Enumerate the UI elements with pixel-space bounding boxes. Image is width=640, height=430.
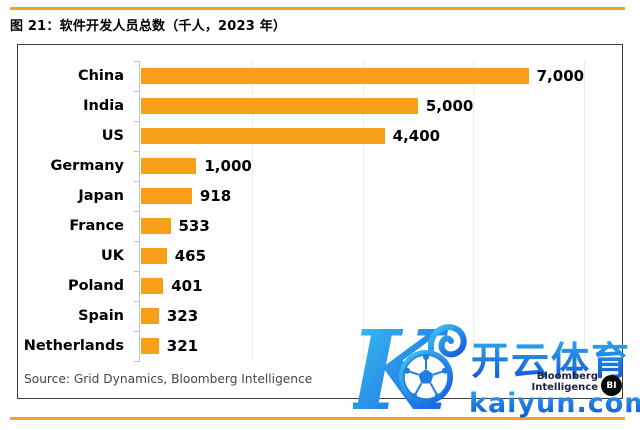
- bloomberg-line1: Bloomberg: [536, 371, 598, 382]
- bloomberg-line2: Intelligence: [531, 382, 598, 393]
- category-label: China: [77, 68, 124, 84]
- y-axis-tick: [134, 61, 139, 62]
- category-label: India: [83, 98, 124, 114]
- value-label: 401: [171, 277, 203, 295]
- value-label: 1,000: [204, 157, 252, 175]
- value-label: 918: [199, 187, 232, 205]
- bar: [141, 278, 164, 294]
- bloomberg-intelligence-logo: Bloomberg Intelligence: [518, 371, 598, 393]
- y-axis-tick: [134, 361, 139, 362]
- bar: [141, 338, 159, 354]
- source-text: Source: Grid Dynamics, Bloomberg Intelli…: [24, 372, 313, 386]
- value-label: 7,000: [536, 67, 585, 85]
- bar: [141, 188, 192, 204]
- category-label: Japan: [78, 188, 124, 204]
- y-axis-tick: [134, 181, 139, 182]
- category-label: Germany: [50, 158, 124, 174]
- category-label: Spain: [78, 308, 124, 324]
- soccer-ball-icon: [399, 350, 453, 404]
- chart-row: China 7,000: [18, 61, 622, 91]
- chart-row: Netherlands 321: [18, 331, 622, 361]
- bar: [141, 308, 159, 324]
- bottom-orange-rule: [10, 417, 625, 420]
- figure-title: 图 21：软件开发人员总数（千人，2023 年）: [10, 19, 287, 34]
- chart-row: Spain 323: [18, 301, 622, 331]
- category-label: Poland: [67, 278, 124, 294]
- value-label: 323: [166, 307, 199, 325]
- y-axis-line: [139, 61, 140, 362]
- vertical-gridline: [362, 61, 364, 361]
- category-label: US: [101, 128, 124, 144]
- top-orange-rule: [10, 7, 625, 10]
- bar: [141, 248, 167, 264]
- vertical-gridline: [473, 61, 475, 361]
- bar: [141, 128, 385, 144]
- bi-badge-icon: BI: [601, 375, 622, 396]
- y-axis-tick: [134, 241, 139, 242]
- chart-row: Poland 401: [18, 271, 622, 301]
- bar: [141, 158, 197, 174]
- chart-row: UK 465: [18, 241, 622, 271]
- chart-row: India 5,000: [18, 91, 622, 121]
- y-axis-tick: [134, 301, 139, 302]
- chart-row: US 4,400: [18, 121, 622, 151]
- y-axis-tick: [134, 151, 139, 152]
- y-axis-tick: [134, 271, 139, 272]
- value-label: 4,400: [392, 127, 441, 145]
- bar-chart: China 7,000 India 5,000 US 4,400 Germany 1,000 J…: [18, 61, 622, 361]
- y-axis-tick: [134, 121, 139, 122]
- vertical-gridline: [251, 61, 253, 361]
- category-label: UK: [100, 248, 124, 264]
- bar: [141, 98, 418, 114]
- chart-row: Germany 1,000: [18, 151, 622, 181]
- vertical-gridline: [584, 61, 585, 361]
- category-label: Netherlands: [23, 338, 124, 354]
- category-label: France: [69, 218, 124, 234]
- y-axis-tick: [134, 331, 139, 332]
- value-label: 465: [174, 247, 207, 265]
- chart-row: Japan 918: [18, 181, 622, 211]
- y-axis-tick: [134, 211, 139, 212]
- bar: [141, 218, 171, 234]
- y-axis-tick: [134, 91, 139, 92]
- kaiyun-brand-cn: 开云体育: [471, 339, 631, 383]
- value-label: 533: [178, 217, 210, 235]
- swirl-icon: [427, 324, 467, 358]
- value-label: 321: [166, 337, 199, 355]
- value-label: 5,000: [425, 97, 474, 115]
- chart-row: France 533: [18, 211, 622, 241]
- chart-frame: China 7,000 India 5,000 US 4,400 Germany 1,000 J…: [17, 44, 623, 399]
- bar: [141, 68, 529, 84]
